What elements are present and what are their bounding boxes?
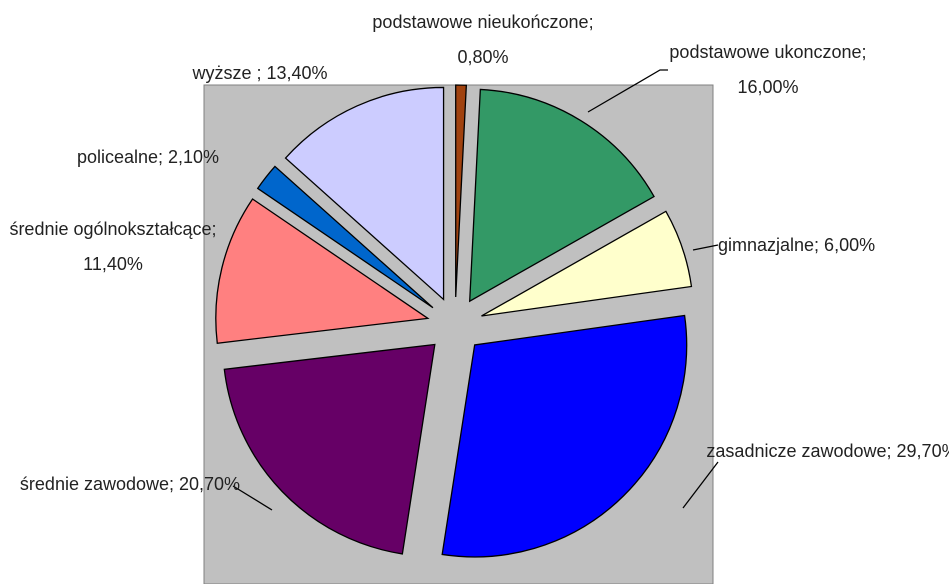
pie-slice: [481, 210, 693, 317]
leader-line: [587, 69, 668, 113]
pie-slice: [215, 198, 430, 344]
pie-slice: [284, 86, 445, 301]
data-label: średnie ogólnokształcące; 11,40%: [9, 219, 217, 274]
pie-slice: [468, 88, 655, 303]
pie-slice: [441, 314, 688, 558]
data-label: gimnazjalne; 6,00%: [718, 235, 876, 255]
data-label: podstawowe ukonczone; 16,00%: [669, 42, 867, 97]
data-label: policealne; 2,10%: [76, 147, 220, 167]
pie-slice: [256, 165, 434, 309]
data-label: zasadnicze zawodowe; 29,70%: [706, 441, 949, 461]
data-label: podstawowe nieukończone; 0,80%: [372, 12, 594, 67]
leader-line: [232, 485, 273, 511]
leader-line: [682, 461, 719, 509]
pie-slice: [223, 343, 436, 555]
leader-line: [692, 244, 719, 251]
data-label: średnie zawodowe; 20,70%: [19, 474, 241, 494]
pie-slice: [455, 84, 468, 298]
data-label: wyższe ; 13,40%: [192, 63, 328, 83]
